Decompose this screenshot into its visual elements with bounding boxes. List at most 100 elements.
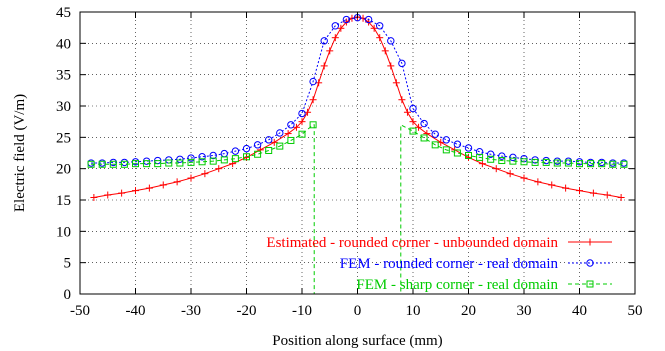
data-point <box>201 170 209 178</box>
data-point <box>187 174 195 182</box>
x-tick-label: -30 <box>181 303 201 319</box>
data-point <box>420 134 428 142</box>
data-point <box>431 141 439 149</box>
data-point <box>309 77 317 86</box>
legend-item: Estimated - rounded corner - unbounded d… <box>266 235 612 251</box>
data-point <box>576 160 583 168</box>
data-point <box>209 157 217 165</box>
data-point <box>132 187 139 195</box>
data-point <box>220 156 228 164</box>
data-point <box>109 160 117 168</box>
grid <box>80 12 635 294</box>
x-tick-label: 40 <box>572 303 587 319</box>
data-point <box>476 153 484 161</box>
data-point <box>143 160 151 168</box>
data-point <box>145 184 153 192</box>
data-point <box>231 155 239 163</box>
data-point <box>392 79 400 87</box>
y-tick-label: 45 <box>56 5 71 21</box>
data-point <box>617 193 625 201</box>
data-point <box>534 178 542 186</box>
data-point <box>159 181 167 189</box>
data-point <box>409 118 417 126</box>
y-tick-label: 35 <box>56 68 71 84</box>
data-point <box>620 160 628 168</box>
data-point <box>387 37 395 45</box>
data-point <box>198 153 206 161</box>
data-point <box>487 150 495 158</box>
plot-frame <box>79 11 636 295</box>
data-point <box>487 155 495 163</box>
data-point <box>520 158 528 166</box>
y-axis-label: Electric field (V/m) <box>12 94 28 212</box>
data-point <box>415 123 423 131</box>
legend-label: FEM - rounded corner - real domain <box>340 256 559 272</box>
data-point <box>298 130 306 138</box>
legend-label: Estimated - rounded corner - unbounded d… <box>266 235 558 251</box>
data-point <box>276 129 284 137</box>
data-point <box>542 158 550 166</box>
data-point <box>498 157 506 165</box>
data-point <box>176 159 184 167</box>
data-point <box>576 187 583 195</box>
data-point <box>253 141 262 149</box>
legend: Estimated - rounded corner - unbounded d… <box>266 235 612 293</box>
data-point <box>603 191 611 199</box>
data-point <box>587 160 595 168</box>
legend-swatch-marker <box>586 259 594 267</box>
data-point <box>287 136 295 144</box>
data-point <box>173 178 181 186</box>
data-point <box>475 148 484 156</box>
y-tick-label: 20 <box>56 162 71 178</box>
y-tick-label: 5 <box>64 256 72 272</box>
x-tick-label: 30 <box>517 303 532 319</box>
data-point <box>464 144 473 152</box>
y-tick-label: 40 <box>56 36 71 52</box>
data-point <box>478 160 486 168</box>
data-point <box>98 160 106 168</box>
data-point <box>187 154 195 162</box>
x-tick-label: -50 <box>70 303 90 319</box>
data-point <box>598 160 606 168</box>
axis-ticks: -50 -40 -30 -20 -10 0 10 20 30 40 50 0 5 10 15 20 25 30 35… <box>56 5 643 319</box>
data-point <box>90 193 98 201</box>
data-point <box>242 144 251 153</box>
data-point <box>292 123 300 131</box>
data-point <box>87 160 95 168</box>
x-tick-label: 20 <box>461 303 476 319</box>
data-point <box>398 96 406 104</box>
data-point <box>376 22 384 30</box>
data-point <box>492 165 500 173</box>
data-point <box>243 153 250 161</box>
data-point <box>498 152 506 160</box>
data-point <box>231 147 240 155</box>
data-point <box>309 121 317 129</box>
data-point <box>364 15 373 24</box>
data-point <box>298 109 306 118</box>
data-point <box>409 104 417 113</box>
data-point <box>176 155 184 163</box>
data-point <box>342 15 351 24</box>
data-point <box>398 59 406 68</box>
data-point <box>564 159 572 167</box>
data-point <box>276 142 284 150</box>
data-point <box>589 189 597 197</box>
data-point <box>531 158 539 166</box>
series-2 <box>87 13 628 167</box>
y-tick-label: 0 <box>64 287 72 303</box>
data-point <box>387 62 395 70</box>
data-point <box>331 34 339 42</box>
data-point <box>215 165 223 173</box>
legend-label: FEM - sharp corner - real domain <box>356 277 558 293</box>
data-point <box>287 121 295 129</box>
series-lines <box>87 13 628 295</box>
data-point <box>509 153 517 162</box>
legend-swatch-marker <box>586 238 594 246</box>
data-point <box>506 170 514 178</box>
data-point <box>198 158 206 166</box>
data-point <box>431 130 439 138</box>
data-point <box>254 150 262 158</box>
legend-item: FEM - sharp corner - real domain <box>356 277 612 293</box>
x-tick-label: 0 <box>354 303 362 319</box>
